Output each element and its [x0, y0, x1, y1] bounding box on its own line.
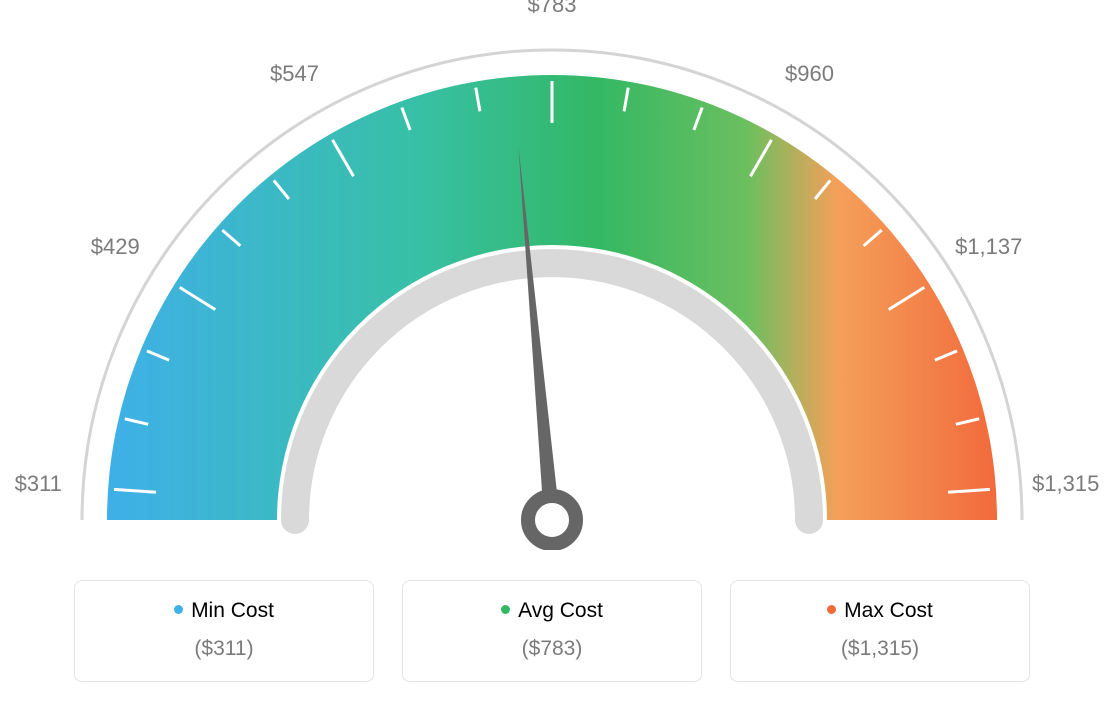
- legend-title-avg: Avg Cost: [413, 599, 691, 623]
- gauge-tick-label: $960: [785, 61, 834, 87]
- legend-value-avg: ($783): [413, 637, 691, 661]
- gauge-tick-label: $311: [15, 471, 62, 497]
- gauge-tick-label: $547: [270, 61, 319, 87]
- gauge-svg: [20, 20, 1084, 550]
- legend-card-avg: Avg Cost ($783): [402, 580, 702, 682]
- legend-title-min: Min Cost: [85, 599, 363, 623]
- gauge-tick-label: $1,137: [955, 234, 1022, 260]
- gauge-chart: $311$429$547$783$960$1,137$1,315: [20, 20, 1084, 550]
- legend-value-max: ($1,315): [741, 637, 1019, 661]
- legend-label-avg: Avg Cost: [518, 599, 603, 622]
- legend-dot-avg: [501, 605, 510, 614]
- gauge-tick-label: $1,315: [1032, 471, 1099, 497]
- legend-label-min: Min Cost: [191, 599, 274, 622]
- legend-label-max: Max Cost: [844, 599, 933, 622]
- legend-row: Min Cost ($311) Avg Cost ($783) Max Cost…: [20, 580, 1084, 682]
- gauge-tick-label: $783: [528, 0, 577, 18]
- legend-dot-min: [174, 605, 183, 614]
- legend-card-max: Max Cost ($1,315): [730, 580, 1030, 682]
- legend-value-min: ($311): [85, 637, 363, 661]
- legend-card-min: Min Cost ($311): [74, 580, 374, 682]
- legend-dot-max: [827, 605, 836, 614]
- gauge-tick-label: $429: [91, 234, 140, 260]
- legend-title-max: Max Cost: [741, 599, 1019, 623]
